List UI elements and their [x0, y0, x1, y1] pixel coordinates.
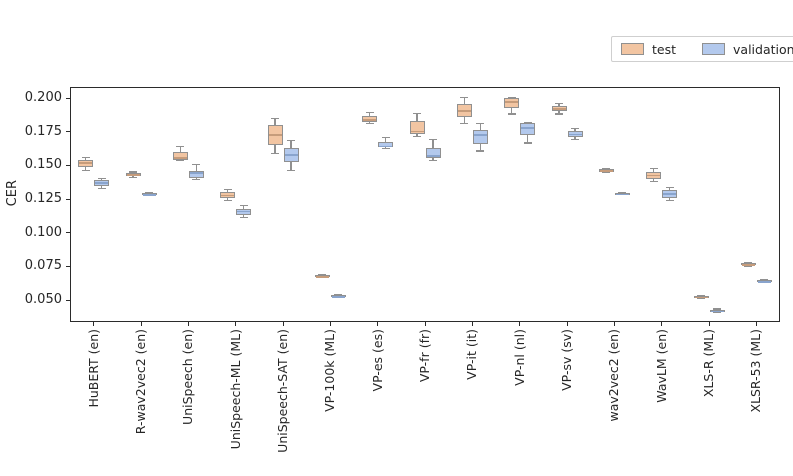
- legend: test validation: [611, 36, 793, 62]
- x-tick-label: XLS-R (ML): [701, 329, 716, 398]
- x-tick-label: VP-100k (ML): [322, 329, 338, 412]
- x-tick-label: UniSpeech-SAT (en): [275, 329, 290, 453]
- x-tick-mark: [140, 322, 142, 326]
- x-tick-mark: [708, 322, 710, 326]
- y-tick-label: 0.200: [24, 90, 62, 106]
- legend-swatch-validation: [702, 43, 726, 55]
- x-tick-label: UniSpeech (en): [180, 329, 196, 425]
- x-tick-mark: [661, 322, 663, 326]
- x-tick-label: VP-es (es): [369, 329, 385, 392]
- x-tick-label: VP-fr (fr): [417, 329, 432, 383]
- x-tick-mark: [755, 322, 757, 326]
- x-tick-mark: [566, 322, 568, 326]
- x-tick-mark: [377, 322, 379, 326]
- y-axis-label: CER: [5, 180, 20, 207]
- y-tick-label: 0.050: [24, 292, 62, 308]
- plot-area: [70, 87, 780, 322]
- x-tick-mark: [424, 322, 426, 326]
- x-tick-label: XLSR-53 (ML): [748, 329, 764, 413]
- x-tick-mark: [613, 322, 615, 326]
- legend-label-validation: validation: [733, 41, 793, 57]
- y-tick-label: 0.100: [24, 224, 62, 240]
- x-tick-mark: [235, 322, 237, 326]
- x-tick-mark: [329, 322, 331, 326]
- x-tick-label: VP-nl (nl): [511, 329, 527, 386]
- legend-label-test: test: [652, 41, 677, 57]
- x-tick-mark: [282, 322, 284, 326]
- x-tick-mark: [519, 322, 521, 326]
- x-tick-label: HuBERT (en): [85, 329, 101, 408]
- x-tick-label: VP-it (it): [464, 329, 480, 380]
- x-tick-label: WavLM (en): [653, 329, 669, 403]
- x-tick-mark: [93, 322, 95, 326]
- x-tick-label: R-wav2vec2 (en): [133, 329, 148, 435]
- x-tick-mark: [187, 322, 189, 326]
- y-tick-label: 0.150: [24, 157, 62, 173]
- x-tick-label: VP-sv (sv): [559, 329, 574, 391]
- x-tick-mark: [471, 322, 473, 326]
- x-tick-label: UniSpeech-ML (ML): [227, 329, 243, 450]
- y-tick-label: 0.175: [24, 123, 62, 139]
- x-tick-label: wav2vec2 (en): [606, 329, 622, 422]
- y-tick-label: 0.075: [24, 258, 62, 274]
- legend-swatch-test: [621, 43, 644, 55]
